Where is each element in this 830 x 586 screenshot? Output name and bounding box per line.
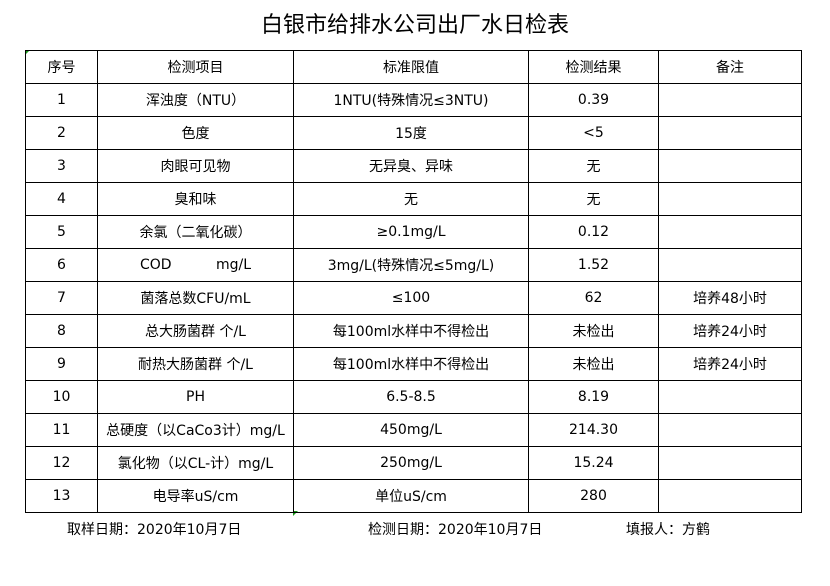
standard-limit-cell[interactable]: 无	[293, 182, 529, 216]
test-item-cell[interactable]: 总硬度（以CaCo3计）mg/L	[97, 413, 294, 447]
test-result-cell[interactable]: 无	[528, 182, 659, 216]
test-item-cell[interactable]: 肉眼可见物	[97, 149, 294, 183]
column-header: 备注	[658, 50, 802, 84]
table-row: 1 浑浊度（NTU） 1NTU(特殊情况≤3NTU) 0.39	[25, 83, 802, 117]
row-number-cell[interactable]: 11	[25, 413, 98, 447]
inspection-table: 序号 检测项目 标准限值 检测结果 备注 1 浑浊度（NTU） 1NTU(特殊情况≤3NTU…	[25, 50, 802, 513]
standard-limit-cell[interactable]: 无异臭、异味	[293, 149, 529, 183]
test-item-cell[interactable]: 菌落总数CFU/mL	[97, 281, 294, 315]
sample-date: 取样日期：2020年10月7日	[67, 522, 242, 538]
remark-cell[interactable]	[658, 215, 802, 249]
table-row: 5 余氯（二氧化碳） ≥0.1mg/L 0.12	[25, 215, 802, 249]
remark-cell[interactable]	[658, 479, 802, 513]
test-item-cell[interactable]: 耐热大肠菌群 个/L	[97, 347, 294, 381]
row-number-cell[interactable]: 13	[25, 479, 98, 513]
remark-cell[interactable]	[658, 182, 802, 216]
test-item-cell[interactable]: 浑浊度（NTU）	[97, 83, 294, 117]
standard-limit-cell[interactable]: 3mg/L(特殊情况≤5mg/L)	[293, 248, 529, 282]
column-header: 序号	[25, 50, 98, 84]
standard-limit-cell[interactable]: 每100ml水样中不得检出	[293, 314, 529, 348]
row-number-cell[interactable]: 4	[25, 182, 98, 216]
row-number-cell[interactable]: 3	[25, 149, 98, 183]
remark-cell[interactable]	[658, 149, 802, 183]
table-row: 13 电导率uS/cm 单位uS/cm 280	[25, 479, 802, 513]
row-number-cell[interactable]: 10	[25, 380, 98, 414]
table-row: 9 耐热大肠菌群 个/L 每100ml水样中不得检出 未检出 培养24小时	[25, 347, 802, 381]
remark-cell[interactable]	[658, 248, 802, 282]
remark-cell[interactable]	[658, 116, 802, 150]
test-result-cell[interactable]: 15.24	[528, 446, 659, 480]
row-number-cell[interactable]: 5	[25, 215, 98, 249]
test-item-cell[interactable]: 臭和味	[97, 182, 294, 216]
remark-cell[interactable]	[658, 446, 802, 480]
row-number-cell[interactable]: 2	[25, 116, 98, 150]
remark-cell[interactable]	[658, 413, 802, 447]
table-row: 2 色度 15度 <5	[25, 116, 802, 150]
reporter: 填报人：方鹤	[626, 522, 710, 538]
row-number-cell[interactable]: 6	[25, 248, 98, 282]
test-result-cell[interactable]: 62	[528, 281, 659, 315]
test-item-cell[interactable]: 色度	[97, 116, 294, 150]
remark-cell[interactable]: 培养24小时	[658, 314, 802, 348]
test-result-cell[interactable]: 0.12	[528, 215, 659, 249]
remark-cell[interactable]: 培养48小时	[658, 281, 802, 315]
table-row: 4 臭和味无无	[25, 182, 802, 216]
column-header: 标准限值	[293, 50, 529, 84]
standard-limit-cell[interactable]: 6.5-8.5	[293, 380, 529, 414]
test-result-cell[interactable]: 280	[528, 479, 659, 513]
test-result-cell[interactable]: 未检出	[528, 314, 659, 348]
table-row: 12 氯化物（以CL-计）mg/L 250mg/L 15.24	[25, 446, 802, 480]
test-result-cell[interactable]: 1.52	[528, 248, 659, 282]
test-result-cell[interactable]: 0.39	[528, 83, 659, 117]
row-number-cell[interactable]: 7	[25, 281, 98, 315]
test-result-cell[interactable]: 未检出	[528, 347, 659, 381]
table-row: 3 肉眼可见物 无异臭、异味无	[25, 149, 802, 183]
table-row: 11 总硬度（以CaCo3计）mg/L 450mg/L 214.30	[25, 413, 802, 447]
test-result-cell[interactable]: <5	[528, 116, 659, 150]
test-item-cell[interactable]: COD mg/L	[97, 248, 294, 282]
table-row: 8 总大肠菌群 个/L 每100ml水样中不得检出 未检出 培养24小时	[25, 314, 802, 348]
row-number-cell[interactable]: 1	[25, 83, 98, 117]
table-row: 6 COD mg/L 3mg/L(特殊情况≤5mg/L) 1.52	[25, 248, 802, 282]
table-row: 10 PH 6.5-8.5 8.19	[25, 380, 802, 414]
column-header: 检测结果	[528, 50, 659, 84]
test-result-cell[interactable]: 8.19	[528, 380, 659, 414]
test-item-cell[interactable]: 电导率uS/cm	[97, 479, 294, 513]
row-number-cell[interactable]: 8	[25, 314, 98, 348]
row-number-cell[interactable]: 9	[25, 347, 98, 381]
test-item-cell[interactable]: 氯化物（以CL-计）mg/L	[97, 446, 294, 480]
test-date: 检测日期：2020年10月7日	[368, 522, 543, 538]
remark-cell[interactable]	[658, 83, 802, 117]
standard-limit-cell[interactable]: ≤100	[293, 281, 529, 315]
standard-limit-cell[interactable]: 15度	[293, 116, 529, 150]
standard-limit-cell[interactable]: 250mg/L	[293, 446, 529, 480]
row-number-cell[interactable]: 12	[25, 446, 98, 480]
test-item-cell[interactable]: PH	[97, 380, 294, 414]
standard-limit-cell[interactable]: 单位uS/cm	[293, 479, 529, 513]
remark-cell[interactable]: 培养24小时	[658, 347, 802, 381]
test-item-cell[interactable]: 总大肠菌群 个/L	[97, 314, 294, 348]
standard-limit-cell[interactable]: 450mg/L	[293, 413, 529, 447]
standard-limit-cell[interactable]: ≥0.1mg/L	[293, 215, 529, 249]
test-result-cell[interactable]: 214.30	[528, 413, 659, 447]
page-title: 白银市给排水公司出厂水日检表	[260, 13, 569, 38]
test-item-cell[interactable]: 余氯（二氧化碳）	[97, 215, 294, 249]
standard-limit-cell[interactable]: 1NTU(特殊情况≤3NTU)	[293, 83, 529, 117]
column-header: 检测项目	[97, 50, 294, 84]
remark-cell[interactable]	[658, 380, 802, 414]
standard-limit-cell[interactable]: 每100ml水样中不得检出	[293, 347, 529, 381]
table-row: 7 菌落总数CFU/mL ≤100 62 培养48小时	[25, 281, 802, 315]
test-result-cell[interactable]: 无	[528, 149, 659, 183]
header-row: 序号 检测项目 标准限值 检测结果 备注	[25, 50, 802, 84]
cell-marker	[293, 511, 298, 516]
